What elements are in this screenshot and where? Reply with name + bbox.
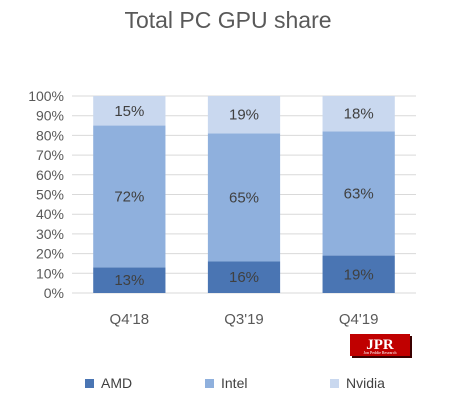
- legend-swatch-intel: [205, 379, 214, 388]
- legend: AMD Intel Nvidia: [85, 375, 385, 391]
- bar-segment-intel: [207, 133, 281, 262]
- bar-segment-nvidia: [207, 96, 281, 134]
- logo-text: JPR: [366, 337, 394, 353]
- bar-segment-nvidia: [93, 96, 166, 126]
- logo-subtext: Jon Peddie Research: [363, 350, 396, 355]
- bar-segment-amd: [93, 267, 166, 293]
- y-tick-label: 10%: [36, 265, 64, 281]
- category-label: Q3'19: [224, 311, 264, 328]
- category-label: Q4'19: [339, 311, 379, 328]
- data-label: 65%: [229, 189, 259, 206]
- data-label: 13%: [114, 272, 144, 289]
- y-tick-label: 40%: [36, 206, 64, 222]
- legend-swatch-nvidia: [330, 379, 339, 388]
- data-label: 15%: [114, 103, 144, 120]
- bar-segment-nvidia: [322, 96, 395, 132]
- bar-segment-amd: [322, 255, 395, 293]
- y-tick-label: 0%: [44, 285, 64, 301]
- bar-segment-intel: [322, 131, 395, 256]
- category-label: Q4'18: [110, 311, 150, 328]
- y-tick-label: 90%: [36, 108, 64, 124]
- data-label: 19%: [229, 107, 259, 124]
- y-axis-ticks: 0% 10% 20% 30% 40% 50% 60% 70% 80% 90% 100%: [28, 88, 64, 301]
- legend-label: AMD: [101, 375, 132, 391]
- data-label: 72%: [114, 188, 144, 205]
- legend-label: Nvidia: [346, 375, 385, 391]
- bar-segment-intel: [93, 125, 166, 268]
- y-tick-label: 20%: [36, 246, 64, 262]
- jpr-logo: JPR Jon Peddie Research: [350, 334, 412, 358]
- bar-segment-amd: [207, 261, 281, 293]
- y-tick-label: 50%: [36, 187, 64, 203]
- y-tick-label: 30%: [36, 226, 64, 242]
- bars: 13% 72% 15% 16% 65% 19% 19% 63% 18%: [93, 96, 395, 293]
- category-labels: Q4'18 Q3'19 Q4'19: [110, 311, 379, 328]
- data-label: 16%: [229, 269, 259, 286]
- y-tick-label: 80%: [36, 127, 64, 143]
- data-label: 63%: [344, 186, 374, 203]
- legend-label: Intel: [221, 375, 247, 391]
- y-tick-label: 70%: [36, 147, 64, 163]
- y-tick-label: 60%: [36, 167, 64, 183]
- legend-swatch-amd: [85, 379, 94, 388]
- chart-title: Total PC GPU share: [124, 7, 331, 33]
- data-label: 18%: [344, 106, 374, 123]
- data-label: 19%: [344, 266, 374, 283]
- y-tick-label: 100%: [28, 88, 64, 104]
